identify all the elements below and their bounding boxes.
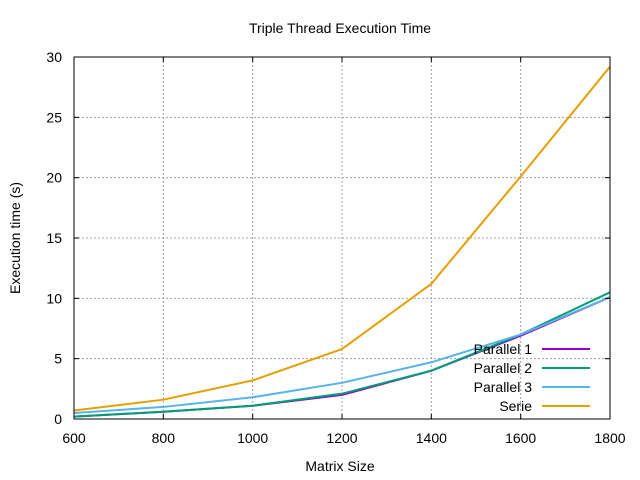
legend-label: Parallel 1 [474,341,533,357]
series-lines [73,66,611,418]
x-tick-label: 1800 [594,430,625,446]
y-axis-label: Execution time (s) [7,182,23,294]
x-axis-label: Matrix Size [305,458,374,474]
legend-label: Serie [499,398,532,414]
y-tick-label: 0 [54,411,62,427]
legend-label: Parallel 2 [474,360,533,376]
grid [74,57,610,419]
x-tick-label: 1200 [326,430,357,446]
x-tick-label: 1000 [237,430,268,446]
series-line [73,66,611,412]
series-line [73,296,611,414]
y-tick-label: 20 [46,170,62,186]
y-tick-label: 15 [46,230,62,246]
y-tick-label: 5 [54,351,62,367]
y-tick-label: 10 [46,290,62,306]
x-tick-label: 800 [152,430,176,446]
x-tick-label: 1400 [416,430,447,446]
y-tick-label: 25 [46,109,62,125]
y-tick-label: 30 [46,49,62,65]
legend: Parallel 1 Parallel 2 Parallel 3 Serie [474,341,590,414]
x-tick-label: 1600 [505,430,536,446]
x-tick-label: 600 [62,430,86,446]
axis-ticks: 600 800 1000 1200 1400 1600 1800 0 5 10 15 20 25 30 [46,49,625,446]
legend-label: Parallel 3 [474,379,533,395]
chart-title: Triple Thread Execution Time [249,20,431,36]
